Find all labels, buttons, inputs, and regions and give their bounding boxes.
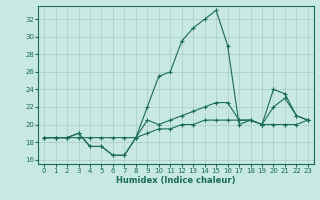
X-axis label: Humidex (Indice chaleur): Humidex (Indice chaleur) (116, 176, 236, 185)
